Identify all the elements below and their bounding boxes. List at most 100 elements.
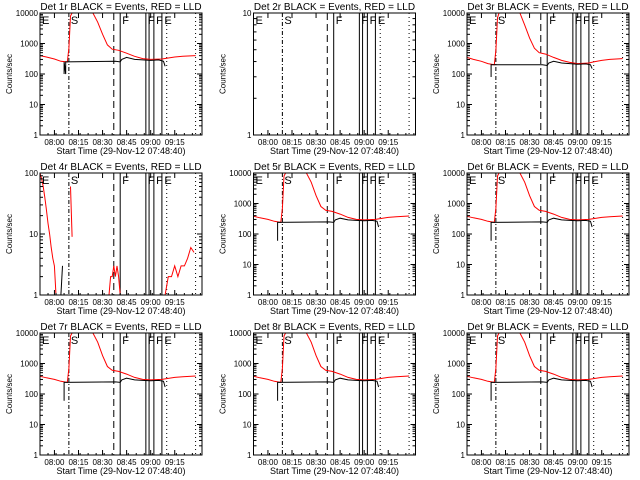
x-tick-label: 08:00 xyxy=(258,298,279,307)
x-tick-label: 08:30 xyxy=(93,138,114,147)
x-tick-label: 08:45 xyxy=(117,138,138,147)
y-tick-label: 1000 xyxy=(447,40,465,49)
panel-title: Det 4r BLACK = Events, RED = LLD xyxy=(40,162,201,173)
x-tick-label: 08:00 xyxy=(471,298,492,307)
event-marker-label: S xyxy=(71,335,78,347)
panel-title: Det 9r BLACK = Events, RED = LLD xyxy=(467,322,628,333)
y-tick-label: 10000 xyxy=(229,169,252,178)
y-tick-label: 1 xyxy=(461,291,466,300)
x-axis-label: Start Time (29-Nov-12 07:48:40) xyxy=(483,146,612,156)
y-tick-label: 1000 xyxy=(447,200,465,209)
event-marker-label: E xyxy=(469,335,476,347)
y-tick-label: 100 xyxy=(238,390,252,399)
event-marker-label: E xyxy=(42,15,49,27)
event-marker-label: F xyxy=(549,15,556,27)
event-marker-label: F xyxy=(122,15,129,27)
lld-series xyxy=(108,265,121,296)
event-marker-label: F xyxy=(575,175,582,187)
x-tick-label: 09:15 xyxy=(165,298,186,307)
event-marker-label: S xyxy=(284,175,291,187)
event-marker-label: F xyxy=(583,175,590,187)
panel-title: Det 3r BLACK = Events, RED = LLD xyxy=(467,2,628,13)
y-tick-label: 1 xyxy=(34,291,39,300)
y-tick-label: 10 xyxy=(456,421,465,430)
x-tick-label: 08:00 xyxy=(44,298,65,307)
y-axis-label: Counts/sec xyxy=(5,374,14,414)
x-tick-label: 09:00 xyxy=(141,298,162,307)
event-marker-label: E xyxy=(591,175,598,187)
panel-title: Det 5r BLACK = Events, RED = LLD xyxy=(254,162,415,173)
event-marker-label: E xyxy=(256,15,263,27)
event-marker-label: F xyxy=(148,175,155,187)
events-series xyxy=(490,60,593,77)
event-marker-label: F xyxy=(156,15,163,27)
y-tick-label: 100 xyxy=(452,390,466,399)
x-tick-label: 09:15 xyxy=(592,458,613,467)
events-series xyxy=(490,217,593,241)
x-tick-label: 08:15 xyxy=(68,138,89,147)
lld-series xyxy=(253,332,410,383)
x-tick-label: 09:00 xyxy=(354,298,375,307)
y-axis-label: Counts/sec xyxy=(5,214,14,254)
y-tick-label: 1 xyxy=(461,451,466,460)
events-series xyxy=(63,377,166,401)
x-tick-label: 09:00 xyxy=(141,458,162,467)
lld-series xyxy=(466,12,623,66)
event-marker-label: F xyxy=(370,15,377,27)
y-tick-label: 10000 xyxy=(443,9,466,18)
x-tick-label: 09:00 xyxy=(568,458,589,467)
event-marker-label: E xyxy=(164,175,171,187)
x-tick-label: 08:30 xyxy=(93,458,114,467)
y-tick-label: 1000 xyxy=(234,200,252,209)
y-tick-label: 1 xyxy=(34,131,39,140)
x-tick-label: 08:30 xyxy=(93,298,114,307)
y-axis-label: Counts/sec xyxy=(219,214,228,254)
y-tick-label: 10000 xyxy=(443,169,466,178)
event-marker-label: S xyxy=(498,15,505,27)
event-marker-label: F xyxy=(156,175,163,187)
y-tick-label: 1 xyxy=(34,451,39,460)
x-tick-label: 09:15 xyxy=(592,298,613,307)
x-tick-label: 09:00 xyxy=(354,138,375,147)
event-marker-label: F xyxy=(148,335,155,347)
x-tick-label: 08:45 xyxy=(544,458,565,467)
event-marker-label: E xyxy=(469,175,476,187)
x-tick-label: 08:45 xyxy=(117,458,138,467)
event-marker-label: F xyxy=(122,335,129,347)
x-tick-label: 08:15 xyxy=(68,458,89,467)
panel-title: Det 7r BLACK = Events, RED = LLD xyxy=(40,322,201,333)
events-series xyxy=(60,265,63,296)
y-tick-label: 10 xyxy=(243,261,252,270)
x-tick-label: 09:00 xyxy=(568,298,589,307)
x-tick-label: 08:00 xyxy=(471,458,492,467)
event-marker-label: E xyxy=(378,175,385,187)
x-tick-label: 09:00 xyxy=(568,138,589,147)
event-marker-label: E xyxy=(256,335,263,347)
y-tick-label: 1000 xyxy=(20,40,38,49)
panel-title: Det 8r BLACK = Events, RED = LLD xyxy=(254,322,415,333)
y-tick-label: 100 xyxy=(452,70,466,79)
event-marker-label: E xyxy=(378,15,385,27)
x-axis-label: Start Time (29-Nov-12 07:48:40) xyxy=(483,466,612,476)
x-tick-label: 08:45 xyxy=(330,298,351,307)
x-axis-label: Start Time (29-Nov-12 07:48:40) xyxy=(270,306,399,316)
x-tick-label: 08:45 xyxy=(544,138,565,147)
x-tick-label: 08:30 xyxy=(520,458,541,467)
x-tick-label: 08:15 xyxy=(282,298,303,307)
event-marker-label: E xyxy=(164,15,171,27)
event-marker-label: S xyxy=(71,15,78,27)
event-marker-label: F xyxy=(370,335,377,347)
lld-series xyxy=(466,332,623,383)
x-tick-label: 08:15 xyxy=(495,138,516,147)
x-tick-label: 08:00 xyxy=(44,458,65,467)
event-marker-label: F xyxy=(156,335,163,347)
event-marker-label: E xyxy=(469,15,476,27)
y-axis-label: Counts/sec xyxy=(432,374,441,414)
y-tick-label: 10 xyxy=(456,261,465,270)
